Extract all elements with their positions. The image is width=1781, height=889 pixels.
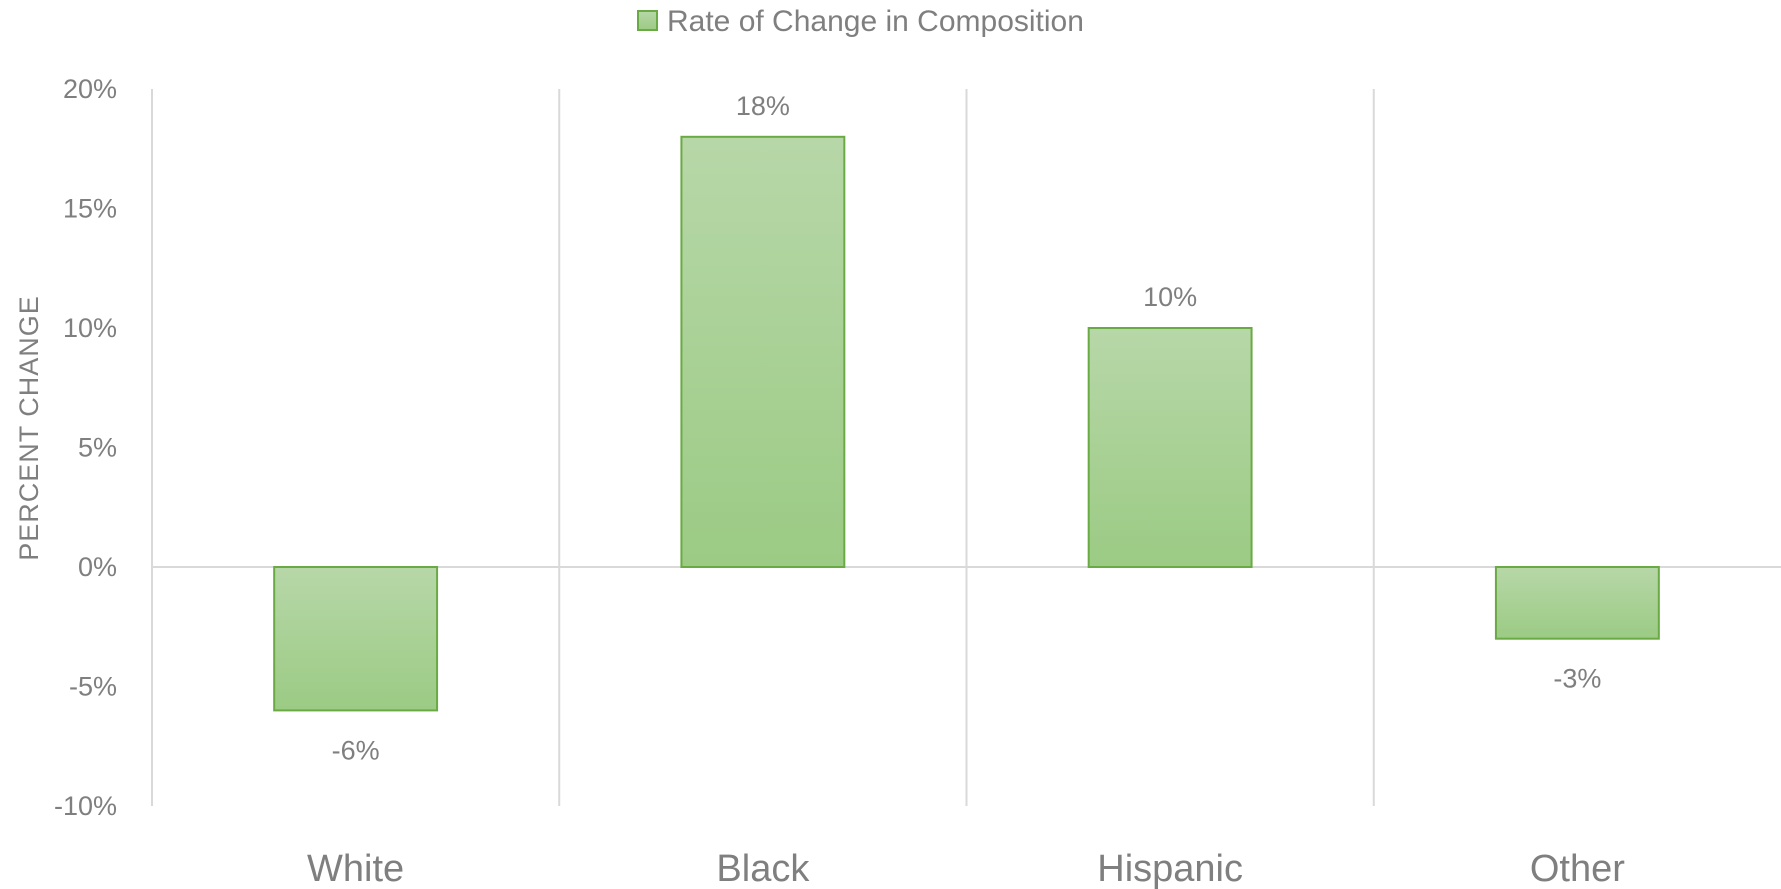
data-label: -6% bbox=[332, 735, 380, 765]
category-label: Black bbox=[716, 848, 810, 889]
y-tick-label: 0% bbox=[78, 552, 117, 582]
y-axis-title: PERCENT CHANGE bbox=[14, 295, 44, 561]
legend: Rate of Change in Composition bbox=[637, 5, 1084, 38]
data-label: -3% bbox=[1553, 664, 1601, 694]
y-tick-label: 5% bbox=[78, 433, 117, 463]
y-axis-ticks: 20% 15% 10% 5% 0% -5% -10% bbox=[54, 74, 117, 821]
y-tick-label: 20% bbox=[63, 74, 117, 104]
y-tick-label: -10% bbox=[54, 791, 117, 821]
category-label: Hispanic bbox=[1097, 848, 1243, 889]
y-tick-label: 10% bbox=[63, 313, 117, 343]
y-tick-label: 15% bbox=[63, 194, 117, 224]
category-label: White bbox=[307, 848, 404, 889]
bar-other bbox=[1494, 566, 1660, 640]
data-label: 10% bbox=[1143, 282, 1197, 312]
category-label: Other bbox=[1530, 848, 1625, 889]
data-labels: -6% 18% 10% -3% bbox=[332, 91, 1602, 766]
y-tick-label: -5% bbox=[69, 672, 117, 702]
legend-swatch bbox=[637, 10, 658, 31]
data-label: 18% bbox=[736, 91, 790, 121]
bars bbox=[273, 135, 1660, 712]
x-axis-categories: White Black Hispanic Other bbox=[307, 848, 1625, 889]
legend-label: Rate of Change in Composition bbox=[667, 5, 1084, 38]
bar-hispanic bbox=[1087, 327, 1253, 568]
bar-white bbox=[273, 566, 439, 712]
bar-black bbox=[680, 135, 846, 569]
